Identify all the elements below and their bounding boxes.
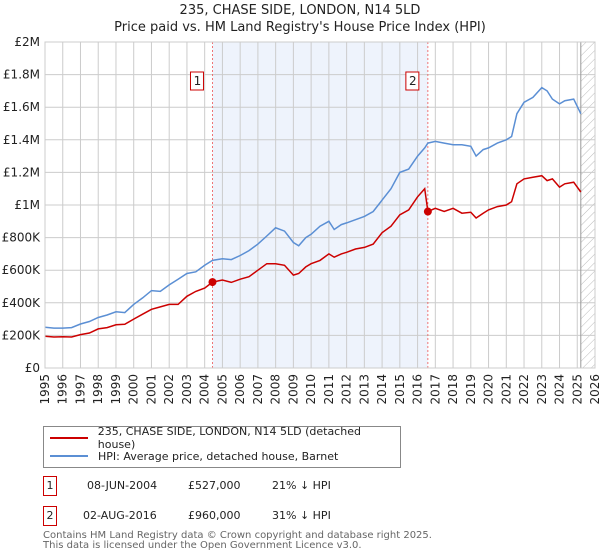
x-tick-label: 2026 [588, 374, 600, 405]
marker-badge [189, 71, 204, 91]
y-tick-label: £2M [14, 35, 40, 49]
legend-label: HPI: Average price, detached house, Barn… [98, 449, 339, 463]
chart-title: 235, CHASE SIDE, LONDON, N14 5LD [179, 3, 421, 18]
marker-badge [405, 71, 420, 91]
x-tick-label: 1995 [38, 374, 52, 405]
x-tick-label: 2024 [553, 374, 567, 405]
transaction-date: 02-AUG-2016 [83, 509, 157, 522]
x-tick-label: 1999 [109, 374, 123, 405]
x-tick-label: 2025 [570, 374, 584, 405]
x-tick-label: 2009 [286, 374, 300, 405]
footer-copyright: Contains HM Land Registry data © Crown c… [43, 530, 432, 541]
x-tick-label: 2007 [251, 374, 265, 405]
y-tick-label: £600K [2, 263, 42, 277]
x-tick-label: 2006 [233, 374, 247, 405]
y-tick-label: £1.8M [3, 68, 40, 82]
x-tick-label: 2019 [464, 374, 478, 405]
legend-item-hpi: HPI: Average price, detached house, Barn… [50, 448, 338, 464]
x-tick-label: 2012 [340, 374, 354, 405]
x-tick-label: 2016 [411, 374, 425, 405]
legend: 235, CHASE SIDE, LONDON, N14 5LD (detach… [43, 425, 401, 468]
x-tick-label: 2017 [428, 374, 442, 405]
plot-border [44, 41, 596, 369]
x-tick-label: 2011 [322, 374, 336, 405]
y-tick-label: £400K [2, 296, 42, 310]
x-tick-label: 2001 [144, 374, 158, 405]
x-tick-label: 2018 [446, 374, 460, 405]
legend-label: 235, CHASE SIDE, LONDON, N14 5LD (detach… [97, 425, 361, 451]
sale-point [208, 278, 217, 287]
y-tick-label: £1.6M [3, 100, 40, 114]
y-tick-label: £200K [2, 328, 42, 342]
x-tick-label: 2015 [393, 374, 407, 405]
x-tick-label: 2023 [535, 374, 549, 405]
x-tick-label: 1997 [73, 374, 87, 405]
chart-subtitle: Price paid vs. HM Land Registry's House … [114, 20, 486, 35]
x-tick-label: 2005 [215, 374, 229, 405]
y-tick-label: £1.4M [3, 133, 40, 147]
x-tick-label: 2010 [304, 374, 318, 405]
marker-label: 1 [194, 74, 202, 88]
x-tick-label: 2021 [499, 374, 513, 405]
y-tick-label: £1M [14, 198, 40, 212]
transaction-badge: 2 [43, 506, 57, 526]
transaction-badge: 1 [43, 476, 57, 496]
price-chart: 1995 1996 1997 1998 1999 2000 2001 2002 2003 2004… [2, 35, 600, 405]
x-tick-label: 1998 [91, 374, 105, 405]
legend-swatch-blue [50, 455, 88, 457]
transaction-date: 08-JUN-2004 [87, 479, 158, 492]
x-tick-label: 2020 [482, 374, 496, 405]
x-tick-label: 2022 [517, 374, 531, 405]
series-line [44, 174, 582, 338]
legend-item-property: 235, CHASE SIDE, LONDON, N14 5LD (detach… [50, 425, 400, 451]
transaction-hpi: 31% ↓ HPI [272, 509, 331, 522]
x-tick-label: 2008 [269, 374, 283, 405]
x-tick-label: 2013 [357, 374, 371, 405]
y-tick-label: £800K [2, 231, 42, 245]
marker-label: 2 [409, 74, 417, 88]
x-tick-label: 1996 [56, 374, 70, 405]
y-tick-label: £1.2M [3, 165, 40, 179]
series-line [44, 86, 582, 329]
x-tick-label: 2003 [180, 374, 194, 405]
x-tick-label: 2014 [375, 374, 389, 405]
footer-licence: This data is licensed under the Open Gov… [43, 540, 362, 551]
footer: Contains HM Land Registry data © Crown c… [43, 531, 432, 551]
x-tick-label: 2000 [127, 374, 141, 405]
transaction-hpi: 21% ↓ HPI [272, 479, 331, 492]
y-tick-label: £0 [25, 361, 40, 375]
x-tick-label: 2002 [162, 374, 176, 405]
sale-point [423, 207, 432, 216]
x-tick-label: 2004 [198, 374, 212, 405]
legend-swatch-red [50, 437, 88, 439]
transaction-price: £960,000 [188, 509, 241, 522]
transaction-price: £527,000 [188, 479, 241, 492]
